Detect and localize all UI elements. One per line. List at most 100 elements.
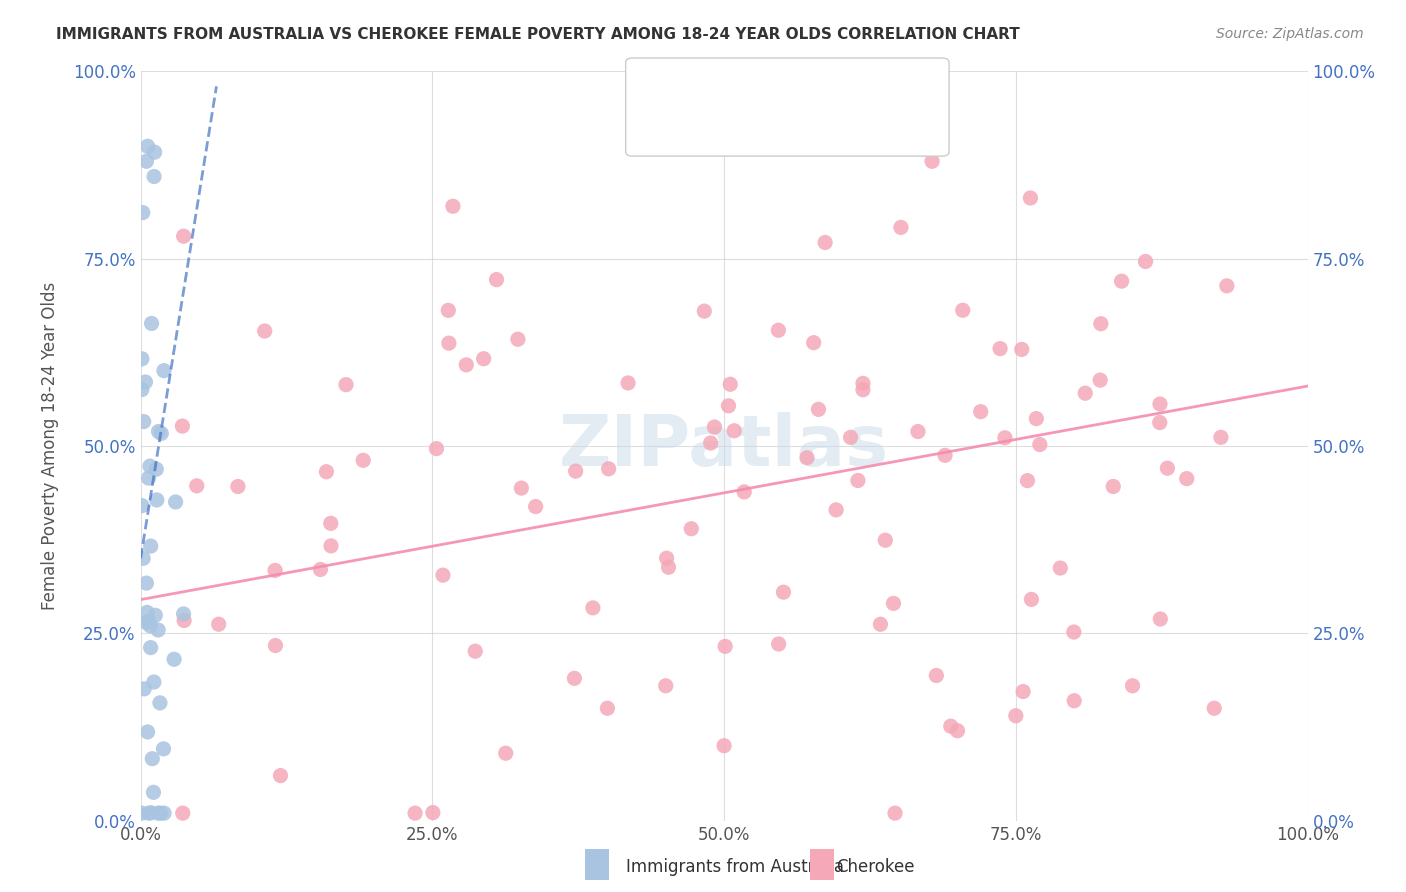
- Point: [138, 471, 160, 485]
- Point: [441, 199, 464, 213]
- Point: [146, 492, 169, 507]
- Point: [890, 220, 912, 235]
- Point: [807, 402, 830, 417]
- Point: [172, 419, 194, 434]
- Point: [319, 539, 342, 553]
- Point: [814, 235, 837, 250]
- Point: [146, 623, 169, 637]
- Text: Cherokee: Cherokee: [837, 858, 915, 876]
- Point: [136, 725, 159, 739]
- Point: [934, 448, 956, 462]
- Point: [1025, 411, 1047, 425]
- Point: [131, 383, 153, 397]
- Point: [163, 652, 186, 666]
- Point: [152, 742, 174, 756]
- Text: R = 0.290   N =  44: R = 0.290 N = 44: [675, 73, 851, 91]
- Point: [142, 675, 165, 690]
- Point: [319, 516, 342, 531]
- Point: [1204, 701, 1226, 715]
- Point: [1149, 612, 1171, 626]
- Point: [723, 424, 745, 438]
- Point: [939, 719, 962, 733]
- Point: [136, 606, 159, 620]
- Point: [875, 533, 897, 548]
- Point: [796, 450, 818, 465]
- Point: [138, 614, 160, 628]
- Point: [1029, 437, 1052, 451]
- Point: [1102, 479, 1125, 493]
- Point: [132, 415, 155, 429]
- Point: [524, 500, 547, 514]
- Point: [134, 375, 156, 389]
- Point: [921, 154, 943, 169]
- Point: [564, 464, 586, 478]
- Point: [825, 503, 848, 517]
- Point: [141, 317, 163, 331]
- Point: [617, 376, 640, 390]
- Point: [148, 425, 170, 439]
- Point: [506, 332, 529, 346]
- Point: [846, 474, 869, 488]
- Point: [309, 562, 332, 576]
- Point: [655, 679, 678, 693]
- Point: [139, 619, 162, 633]
- Point: [1021, 592, 1043, 607]
- Point: [1011, 343, 1033, 357]
- Point: [713, 739, 735, 753]
- Point: [1111, 274, 1133, 288]
- Point: [136, 139, 159, 153]
- Point: [869, 617, 891, 632]
- Point: [132, 205, 155, 219]
- Point: [165, 495, 187, 509]
- Point: [208, 617, 231, 632]
- Point: [264, 563, 287, 577]
- Point: [657, 560, 679, 574]
- Point: [143, 145, 166, 160]
- Point: [264, 639, 287, 653]
- Text: Immigrants from Australia: Immigrants from Australia: [626, 858, 844, 876]
- Y-axis label: Female Poverty Among 18-24 Year Olds: Female Poverty Among 18-24 Year Olds: [41, 282, 59, 610]
- Point: [839, 430, 862, 444]
- Point: [768, 637, 790, 651]
- Point: [598, 462, 620, 476]
- Point: [150, 426, 173, 441]
- Point: [1149, 416, 1171, 430]
- Point: [131, 351, 153, 366]
- Point: [270, 769, 292, 783]
- Point: [582, 600, 605, 615]
- Point: [404, 806, 426, 821]
- Point: [131, 499, 153, 513]
- Point: [432, 568, 454, 582]
- Point: [946, 723, 969, 738]
- Point: [149, 806, 172, 821]
- Point: [146, 806, 169, 821]
- Point: [1149, 397, 1171, 411]
- Point: [952, 303, 974, 318]
- Point: [173, 614, 195, 628]
- Point: [655, 551, 678, 566]
- Point: [456, 358, 478, 372]
- Point: [132, 551, 155, 566]
- Point: [884, 806, 907, 821]
- Point: [1019, 191, 1042, 205]
- Point: [714, 640, 737, 654]
- Point: [596, 701, 619, 715]
- Point: [717, 399, 740, 413]
- Point: [970, 405, 993, 419]
- Point: [1209, 430, 1232, 444]
- Point: [1088, 373, 1111, 387]
- Point: [495, 746, 517, 760]
- Point: [464, 644, 486, 658]
- Point: [733, 484, 755, 499]
- Point: [988, 342, 1011, 356]
- Point: [1135, 254, 1157, 268]
- Point: [1063, 625, 1085, 640]
- Point: [153, 806, 176, 821]
- Point: [172, 806, 194, 821]
- Point: [718, 377, 741, 392]
- Point: [693, 304, 716, 318]
- Point: [437, 303, 460, 318]
- Point: [134, 681, 156, 696]
- Point: [186, 479, 208, 493]
- Point: [145, 462, 167, 476]
